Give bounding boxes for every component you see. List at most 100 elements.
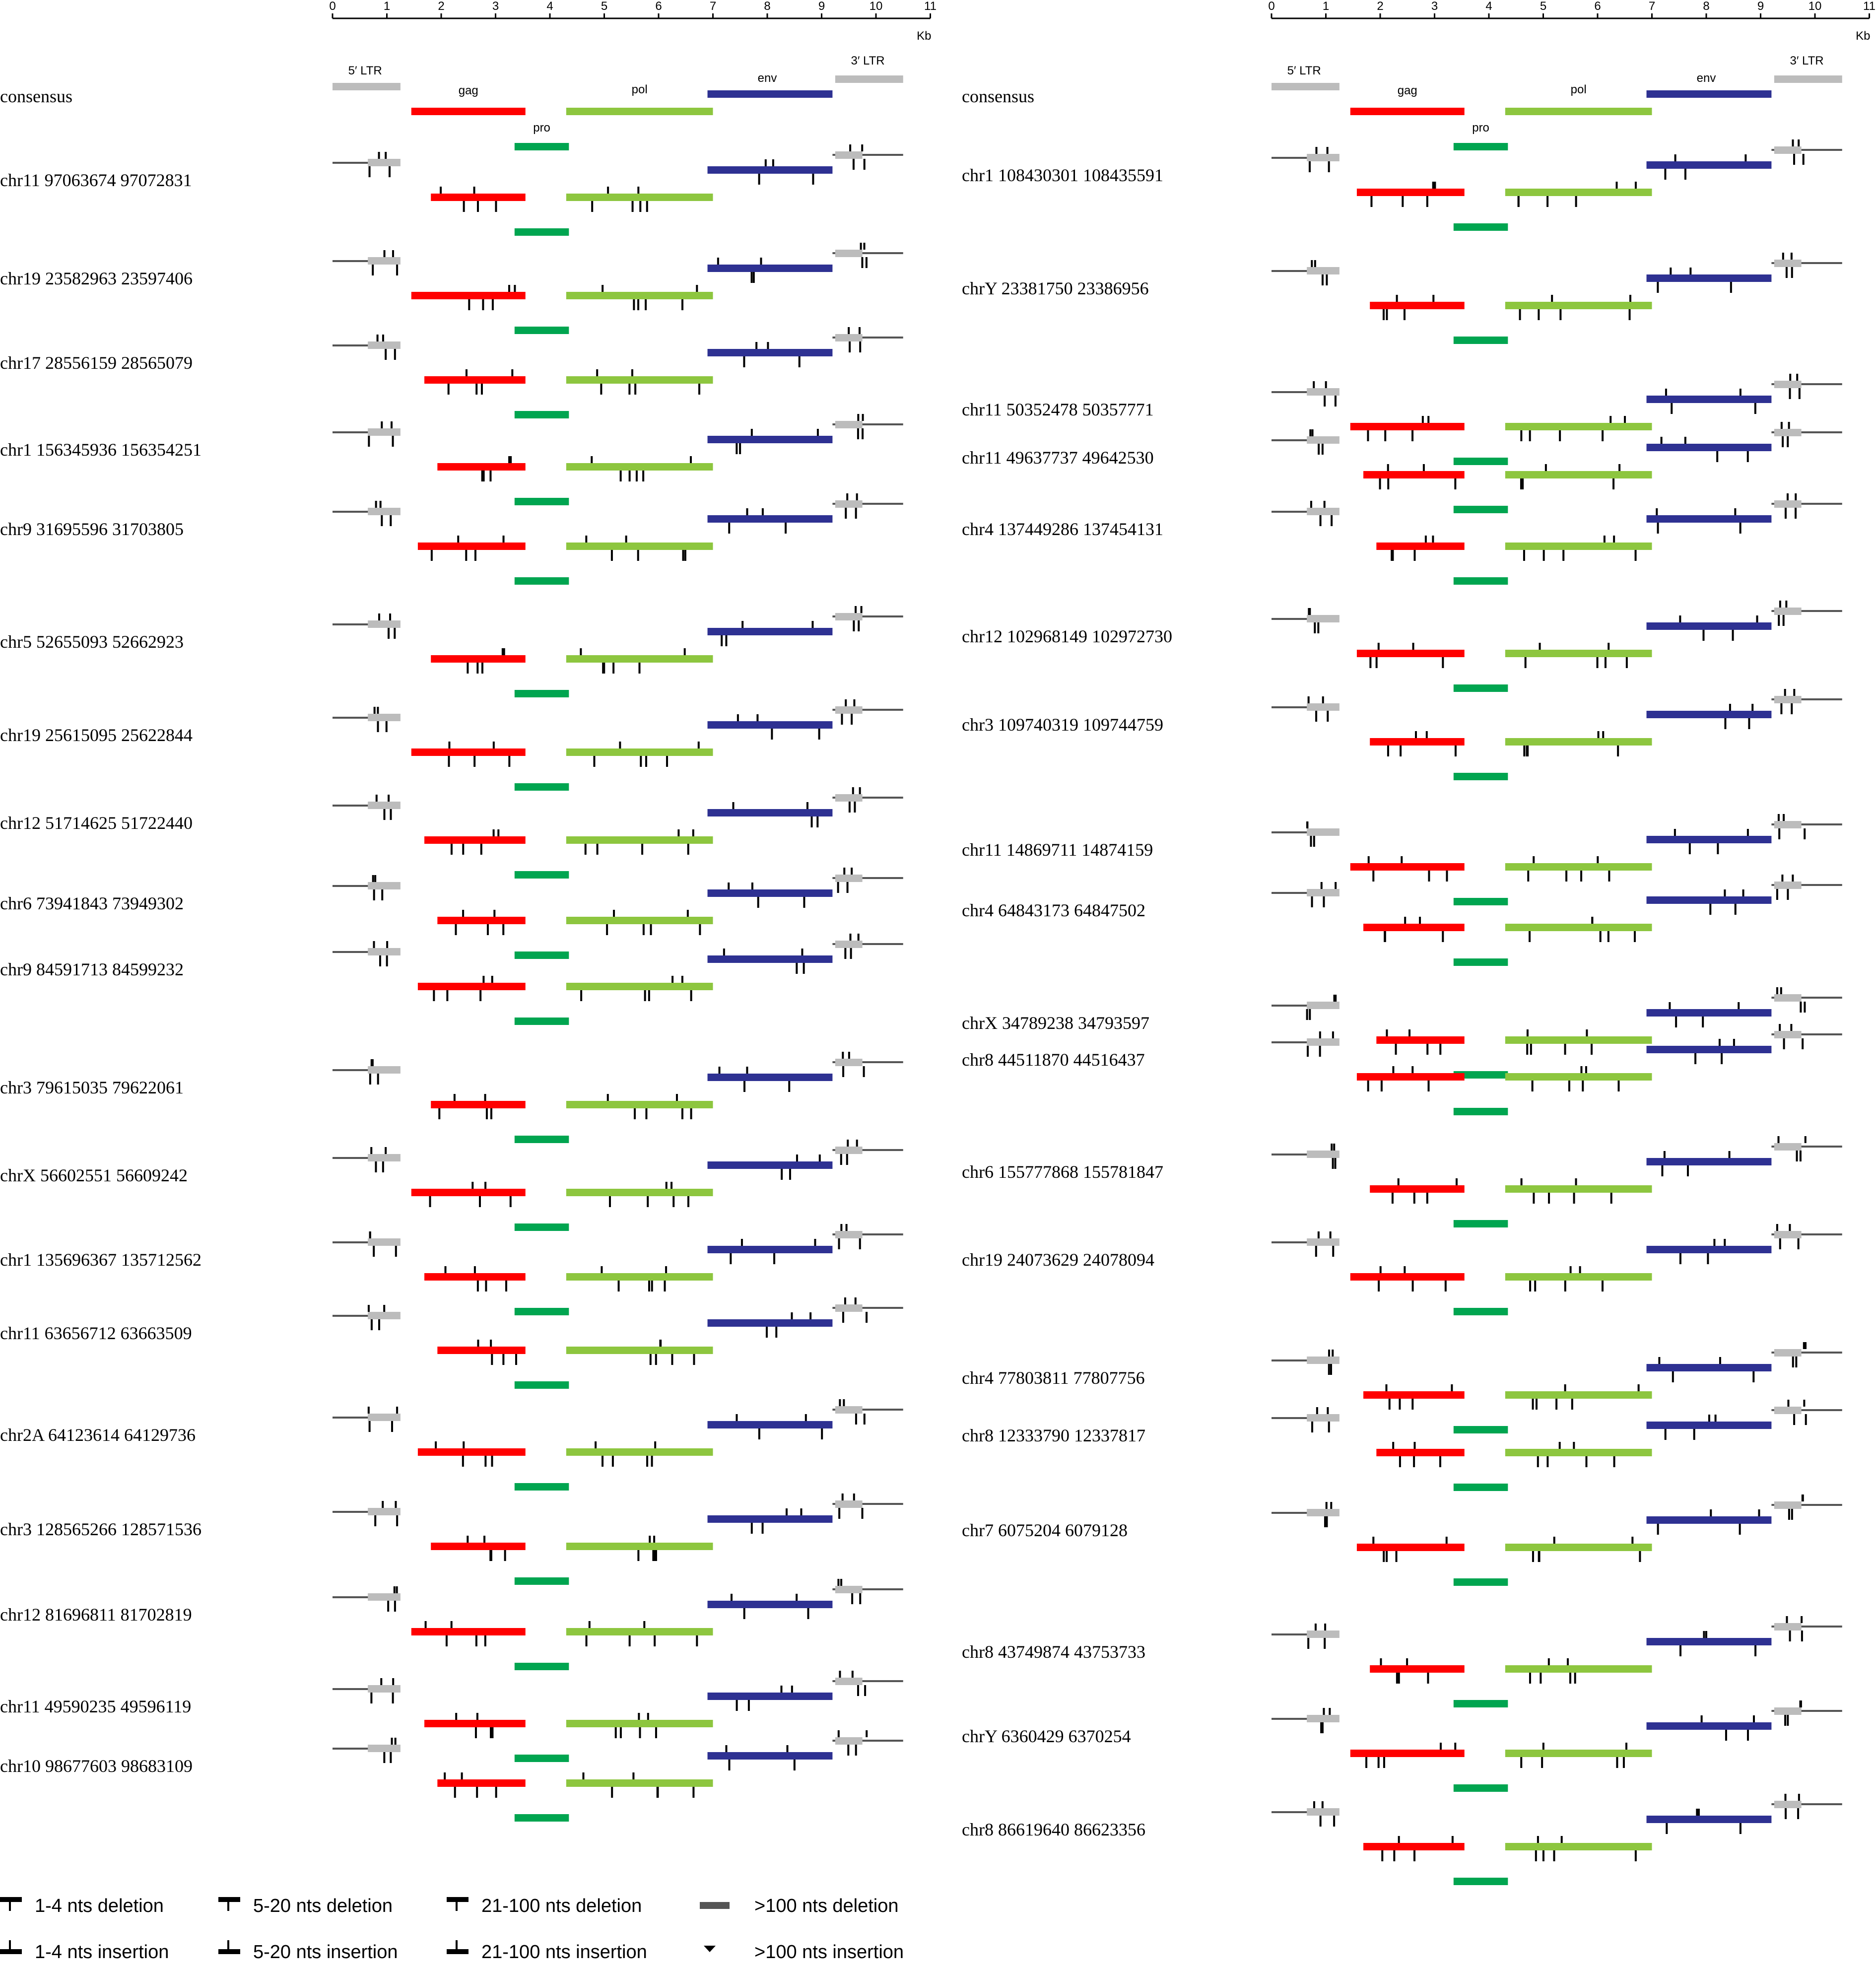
indel-mark xyxy=(681,299,683,310)
five-ltr-segment xyxy=(1307,1715,1340,1722)
axis-tick-label: 3 xyxy=(1431,0,1438,13)
indel-mark xyxy=(508,456,511,463)
indel-mark xyxy=(1802,1494,1804,1501)
indel-mark xyxy=(1799,1700,1802,1707)
indel-mark xyxy=(1411,1066,1414,1073)
indel-mark xyxy=(1689,268,1692,274)
indel-mark xyxy=(1314,260,1316,267)
indel-mark xyxy=(1308,161,1311,172)
three-ltr-segment xyxy=(835,1059,863,1066)
indel-mark xyxy=(491,1354,493,1365)
indel-mark xyxy=(483,1536,486,1543)
env-segment xyxy=(1646,1158,1772,1165)
backbone-line xyxy=(333,885,398,887)
indel-mark xyxy=(653,1536,656,1543)
indel-mark xyxy=(619,742,621,748)
five-ltr-segment xyxy=(1307,1509,1340,1516)
indel-mark xyxy=(665,1266,668,1273)
indel-mark xyxy=(811,621,814,628)
indel-mark xyxy=(385,152,387,159)
indel-mark xyxy=(847,1140,849,1147)
indel-mark xyxy=(864,1685,867,1696)
five-ltr-segment xyxy=(368,1312,401,1319)
three-ltr-segment xyxy=(835,613,863,620)
five-ltr-segment xyxy=(1307,436,1340,444)
axis-tick-label: 1 xyxy=(384,0,390,13)
indel-mark xyxy=(796,963,798,974)
backbone-line xyxy=(832,423,903,425)
indel-mark xyxy=(1386,1029,1388,1036)
indel-mark xyxy=(1383,1551,1385,1562)
provirus-label: chr9 31695596 31703805 xyxy=(0,519,184,539)
gag-segment xyxy=(424,1273,526,1281)
indel-mark xyxy=(511,369,514,376)
gag-segment xyxy=(1356,189,1465,196)
axis-tick-label: 0 xyxy=(1268,0,1274,13)
indel-mark xyxy=(481,471,483,481)
indel-mark xyxy=(681,1108,683,1119)
provirus-track: chr8 86619640 86623356 xyxy=(962,1794,1842,1885)
provirus-track: chr3 128565266 128571536 xyxy=(0,1494,903,1585)
indel-mark xyxy=(1370,196,1373,207)
indel-mark xyxy=(654,1550,656,1561)
provirus-track: chr2A 64123614 64129736 xyxy=(0,1399,903,1491)
indel-mark xyxy=(490,1108,492,1119)
indel-mark xyxy=(814,1239,816,1246)
backbone-line xyxy=(333,260,398,262)
indel-mark xyxy=(611,1787,613,1798)
backbone-line xyxy=(1771,149,1842,151)
indel-mark xyxy=(1573,1193,1575,1204)
indel-mark xyxy=(764,159,767,166)
indel-mark xyxy=(1612,478,1615,489)
indel-mark xyxy=(375,1161,377,1172)
indel-mark xyxy=(505,1281,507,1291)
indel-mark xyxy=(1802,154,1805,165)
provirus-track: chr19 24073629 24078094 xyxy=(962,1224,1842,1315)
indel-mark xyxy=(1615,182,1618,189)
indel-mark xyxy=(601,1266,603,1273)
indel-mark xyxy=(429,1196,431,1207)
backbone-line xyxy=(333,623,398,625)
three-ltr-segment xyxy=(1774,381,1802,388)
indel-mark xyxy=(1529,1281,1532,1291)
indel-mark xyxy=(818,729,820,740)
pro-segment xyxy=(1453,1426,1508,1433)
indel-mark xyxy=(1780,987,1782,994)
three-ltr-segment xyxy=(835,1304,863,1312)
indel-mark xyxy=(1791,267,1793,278)
indel-mark xyxy=(1546,196,1549,207)
indel-mark xyxy=(1387,746,1389,756)
indel-mark xyxy=(638,1713,640,1720)
pro-segment xyxy=(514,1577,569,1585)
pro-segment xyxy=(514,498,569,505)
env-segment xyxy=(1646,1638,1772,1645)
indel-mark xyxy=(373,941,375,948)
three-ltr-segment xyxy=(1774,821,1802,828)
legend-label: 5-20 nts deletion xyxy=(253,1896,393,1916)
indel-mark xyxy=(1597,731,1600,738)
provirus-track: chr9 84591713 84599232 xyxy=(0,934,903,1025)
indel-mark xyxy=(473,1266,476,1273)
indel-mark xyxy=(757,897,759,908)
indel-mark xyxy=(1674,154,1676,161)
provirus-label: chr19 23582963 23597406 xyxy=(0,269,193,288)
indel-mark xyxy=(1700,1715,1703,1722)
env-label: env xyxy=(758,71,777,85)
indel-mark xyxy=(1560,1836,1563,1843)
axis-tick-label: 11 xyxy=(1863,0,1876,13)
indel-mark xyxy=(1805,1342,1807,1349)
indel-mark xyxy=(1367,430,1369,441)
env-segment xyxy=(1646,1364,1772,1371)
five-ltr-segment xyxy=(1307,1808,1340,1816)
indel-mark xyxy=(800,1508,803,1515)
indel-mark xyxy=(856,493,858,500)
indel-mark xyxy=(1522,478,1524,489)
indel-mark xyxy=(375,501,377,508)
backbone-line xyxy=(832,1503,903,1505)
backbone-line xyxy=(1771,1146,1842,1148)
provirus-label: chr2A 64123614 64129736 xyxy=(0,1425,196,1445)
indel-mark xyxy=(1639,1551,1641,1562)
pol-segment xyxy=(566,1543,713,1550)
indel-mark xyxy=(372,265,374,275)
indel-mark xyxy=(1710,1509,1712,1516)
